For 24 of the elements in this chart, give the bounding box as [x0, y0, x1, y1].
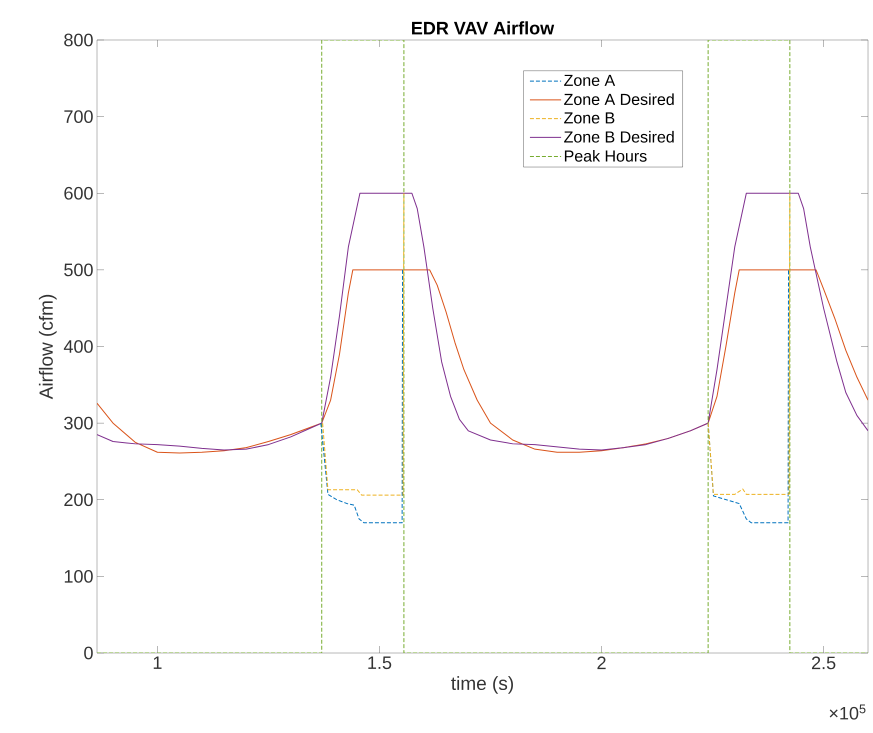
- x-tick-label: 2: [597, 656, 606, 670]
- y-tick-label: 100: [64, 570, 93, 583]
- y-tick-label: 500: [64, 264, 93, 276]
- y-axis-title: Airflow (cfm): [38, 294, 57, 400]
- line-series: [97, 269, 868, 454]
- x-axis-title: time (s): [451, 676, 513, 694]
- y-tick-label: 600: [64, 186, 93, 200]
- text: ×10$^{5}$: [830, 704, 866, 720]
- x-tick-label: 2.5: [812, 656, 836, 670]
- legend-label: Zone A: [564, 74, 616, 86]
- y-tick-label: 300: [64, 416, 93, 430]
- chart-title: EDR VAV Airflow: [412, 21, 554, 34]
- x-tick-label: 1.5: [368, 656, 392, 670]
- legend-label: Zone A Desired: [564, 93, 674, 106]
- line-series: [97, 192, 868, 450]
- y-tick-label: 200: [64, 493, 93, 506]
- y-tick-label: 800: [64, 34, 93, 46]
- x-tick-label: 1: [154, 656, 162, 669]
- y-tick-label: 0: [84, 646, 93, 660]
- y-tick-label: 400: [64, 340, 93, 353]
- legend-label: Peak Hours: [564, 150, 647, 162]
- legend-label: Zone B: [564, 112, 614, 124]
- y-tick-label: 700: [64, 110, 93, 123]
- legend-label: Zone B Desired: [564, 130, 674, 143]
